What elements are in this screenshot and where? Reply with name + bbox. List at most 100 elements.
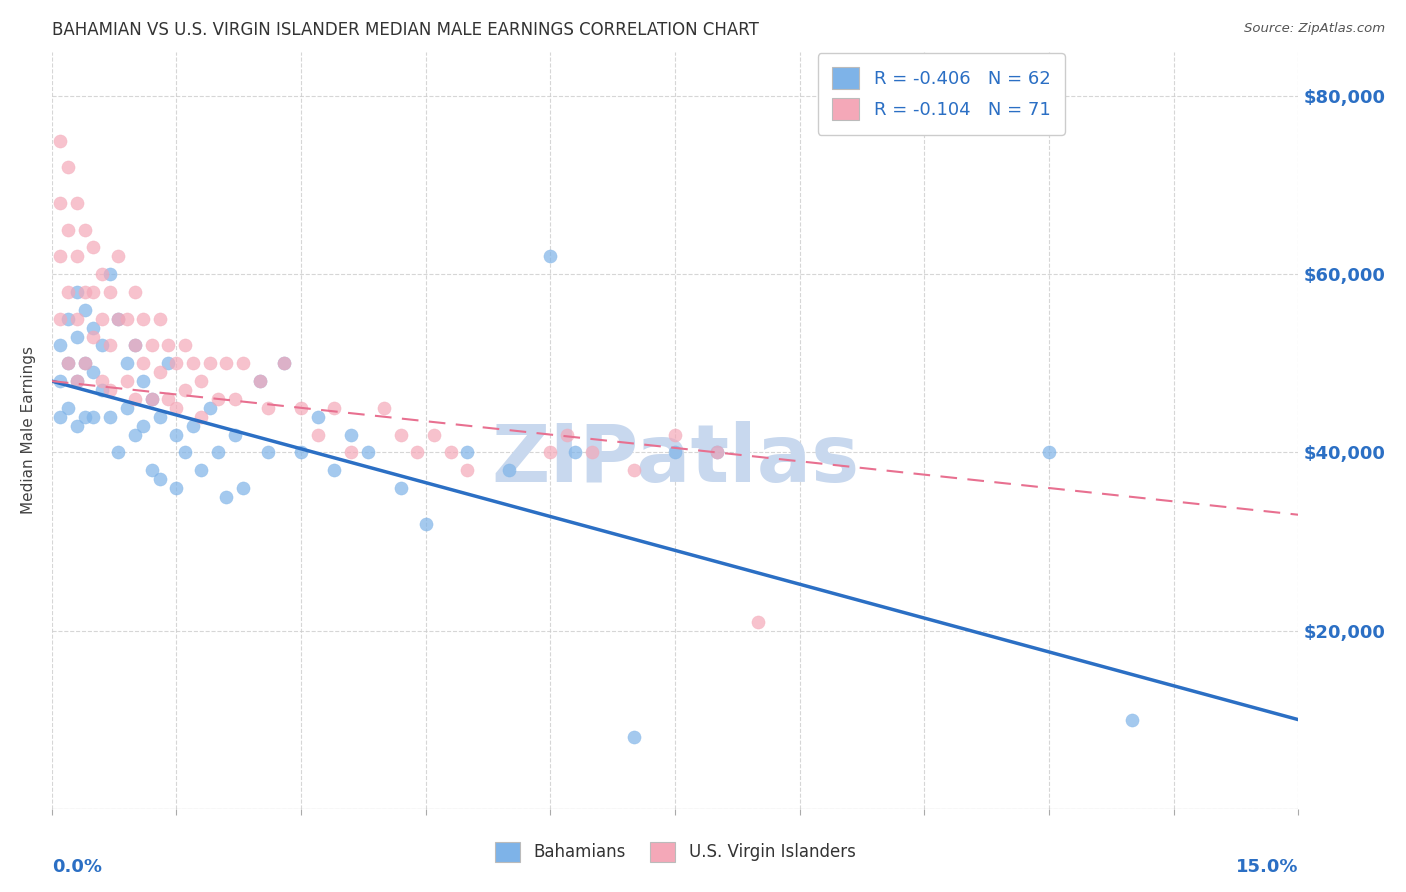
Point [73,356,96,370]
Point [73,302,96,317]
Point [90,311,112,326]
Point [340,445,363,459]
Point [98,285,121,299]
Text: 15.0%: 15.0% [1236,858,1298,876]
Point [141,338,163,352]
Point [66,285,89,299]
Point [232,481,254,495]
Point [307,409,329,424]
Point [82,329,104,343]
Point [49,409,72,424]
Point [423,427,446,442]
Point [249,374,271,388]
Point [66,311,89,326]
Point [356,445,378,459]
Point [82,320,104,334]
Point [273,356,295,370]
Point [173,383,195,397]
Point [623,463,645,477]
Point [124,338,146,352]
Point [224,427,246,442]
Point [173,445,195,459]
Point [49,338,72,352]
Point [257,445,280,459]
Text: 0.0%: 0.0% [52,858,101,876]
Point [115,356,138,370]
Point [98,409,121,424]
Point [107,445,129,459]
Point [58,285,80,299]
Point [124,392,146,406]
Text: BAHAMIAN VS U.S. VIRGIN ISLANDER MEDIAN MALE EARNINGS CORRELATION CHART: BAHAMIAN VS U.S. VIRGIN ISLANDER MEDIAN … [52,21,759,39]
Point [141,392,163,406]
Point [538,445,561,459]
Point [73,356,96,370]
Point [664,445,686,459]
Point [373,401,395,415]
Point [132,311,155,326]
Point [90,383,112,397]
Point [149,311,172,326]
Point [664,427,686,442]
Point [173,338,195,352]
Text: Source: ZipAtlas.com: Source: ZipAtlas.com [1244,22,1385,36]
Point [340,427,363,442]
Point [90,338,112,352]
Point [132,418,155,433]
Point [456,463,478,477]
Point [58,311,80,326]
Point [73,409,96,424]
Point [157,392,180,406]
Point [389,481,412,495]
Point [257,401,280,415]
Point [1121,713,1143,727]
Point [706,445,728,459]
Point [73,222,96,236]
Point [232,356,254,370]
Point [215,356,238,370]
Point [58,356,80,370]
Point [132,356,155,370]
Point [82,409,104,424]
Point [73,285,96,299]
Point [66,196,89,211]
Point [66,418,89,433]
Point [82,285,104,299]
Point [90,374,112,388]
Point [149,409,172,424]
Point [141,392,163,406]
Point [747,615,769,629]
Point [49,311,72,326]
Point [273,356,295,370]
Point [115,374,138,388]
Point [107,249,129,263]
Point [82,365,104,379]
Point [190,409,212,424]
Point [555,427,578,442]
Point [157,356,180,370]
Point [58,401,80,415]
Point [66,329,89,343]
Point [190,463,212,477]
Point [323,463,346,477]
Point [290,401,312,415]
Point [215,490,238,504]
Point [207,392,229,406]
Point [166,356,188,370]
Point [115,401,138,415]
Point [224,392,246,406]
Point [66,374,89,388]
Legend: Bahamians, U.S. Virgin Islanders: Bahamians, U.S. Virgin Islanders [488,835,862,869]
Point [181,418,204,433]
Point [90,267,112,281]
Point [124,427,146,442]
Point [58,161,80,175]
Point [166,427,188,442]
Point [307,427,329,442]
Point [440,445,463,459]
Point [198,401,221,415]
Point [1038,445,1060,459]
Point [107,311,129,326]
Point [141,463,163,477]
Point [198,356,221,370]
